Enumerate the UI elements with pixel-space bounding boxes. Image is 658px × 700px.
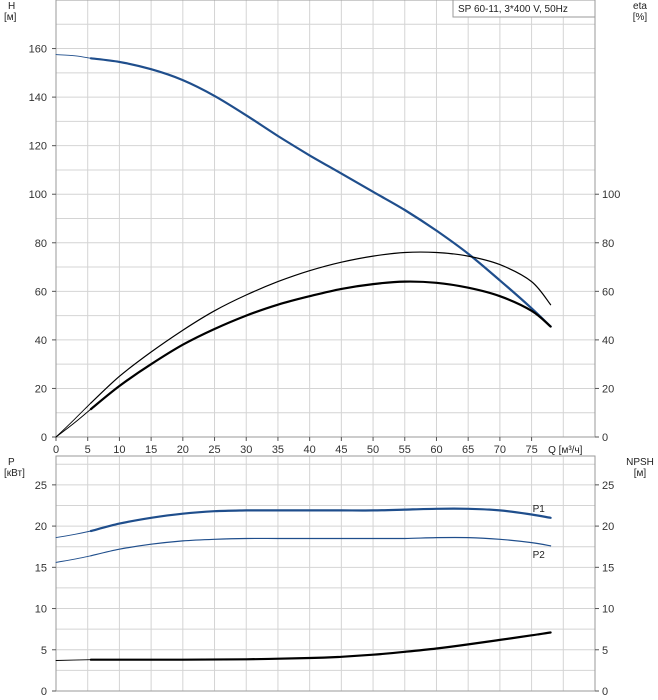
upper-right-tick-label: 100 (602, 189, 620, 201)
lower-panel: 0 5 10 15 20 25 0 5 10 15 20 25 P[кВт] NPSH[м] P1 P2 (4, 455, 654, 698)
lower-right-tick-label: 10 (602, 604, 614, 616)
lower-right-tick-label: 25 (602, 480, 614, 492)
upper-right-tick-label: 20 (602, 383, 614, 395)
x-tick-label: 75 (525, 444, 537, 456)
lower-left-axis-unit: [кВт] (4, 468, 25, 479)
series-p2 (90, 536, 552, 557)
upper-left-tick-label: 140 (29, 92, 47, 104)
x-tick-label: 55 (399, 444, 411, 456)
series-eta-thick-extrapolated (55, 408, 92, 438)
upper-right-tick-label: 80 (602, 238, 614, 250)
x-tick-label: 0 (53, 444, 59, 456)
series-label-p1: P1 (533, 504, 546, 515)
lower-left-axis-title: P (8, 457, 15, 468)
series-label-p2: P2 (533, 550, 546, 561)
upper-left-tick-label: 0 (41, 432, 47, 444)
upper-left-tick-label: 100 (29, 189, 47, 201)
lower-left-tick-label: 5 (41, 645, 47, 657)
x-tick-label: 40 (304, 444, 316, 456)
upper-left-tick-label: 60 (35, 286, 47, 298)
upper-right-tick-label: 40 (602, 335, 614, 347)
x-tick-label: 5 (85, 444, 91, 456)
x-tick-label: 65 (462, 444, 474, 456)
x-axis-label: Q [м³/ч] (548, 445, 583, 456)
lower-left-tick-label: 10 (35, 604, 47, 616)
lower-right-axis-title: NPSH (626, 457, 654, 468)
lower-right-tick-label: 20 (602, 521, 614, 533)
series-npsh (89, 631, 552, 661)
x-tick-label: 10 (113, 444, 125, 456)
lower-right-axis-unit: [м] (634, 468, 647, 479)
x-tick-label: 50 (367, 444, 379, 456)
lower-left-tick-label: 25 (35, 480, 47, 492)
model-label-box (452, 0, 596, 18)
upper-right-tick-label: 0 (602, 432, 608, 444)
x-tick-label: 25 (208, 444, 220, 456)
upper-left-tick-label: 20 (35, 383, 47, 395)
series-h (89, 57, 552, 328)
model-label: SP 60-11, 3*400 V, 50Hz (458, 4, 568, 15)
x-tick-label: 15 (145, 444, 157, 456)
x-tick-label: 70 (494, 444, 506, 456)
x-tick-label: 30 (240, 444, 252, 456)
x-tick-label: 35 (272, 444, 284, 456)
lower-left-tick-label: 15 (35, 562, 47, 574)
lower-right-tick-label: 5 (602, 645, 608, 657)
x-tick-label: 60 (430, 444, 442, 456)
upper-right-axis-unit: [%] (633, 12, 648, 23)
upper-left-tick-label: 80 (35, 238, 47, 250)
x-tick-label: 45 (335, 444, 347, 456)
series-eta-thin-extrapolated (55, 402, 92, 438)
lower-left-tick-label: 0 (41, 686, 47, 698)
upper-right-tick-label: 60 (602, 286, 614, 298)
series-p2-extrapolated (55, 555, 92, 563)
upper-left-axis-unit: [м] (4, 12, 17, 23)
series-p1-extrapolated (55, 530, 92, 539)
series-npsh-extrapolated (55, 659, 92, 661)
upper-plot-frame (55, 0, 596, 438)
series-eta-thin (90, 251, 552, 404)
lower-right-tick-label: 0 (602, 686, 608, 698)
upper-left-tick-label: 160 (29, 44, 47, 56)
lower-plot-frame (55, 455, 596, 692)
x-tick-label: 20 (177, 444, 189, 456)
series-h-extrapolated (55, 54, 92, 59)
series-p1 (89, 507, 552, 533)
upper-right-axis-title: eta (633, 1, 647, 12)
series-eta-thick (89, 280, 552, 411)
lower-left-tick-label: 20 (35, 521, 47, 533)
upper-left-tick-label: 120 (29, 141, 47, 153)
upper-left-axis-title: H (8, 1, 15, 12)
upper-left-tick-label: 40 (35, 335, 47, 347)
upper-panel: 020406080100120140160020406080100H[м]eta… (4, 0, 647, 456)
lower-right-tick-label: 15 (602, 562, 614, 574)
